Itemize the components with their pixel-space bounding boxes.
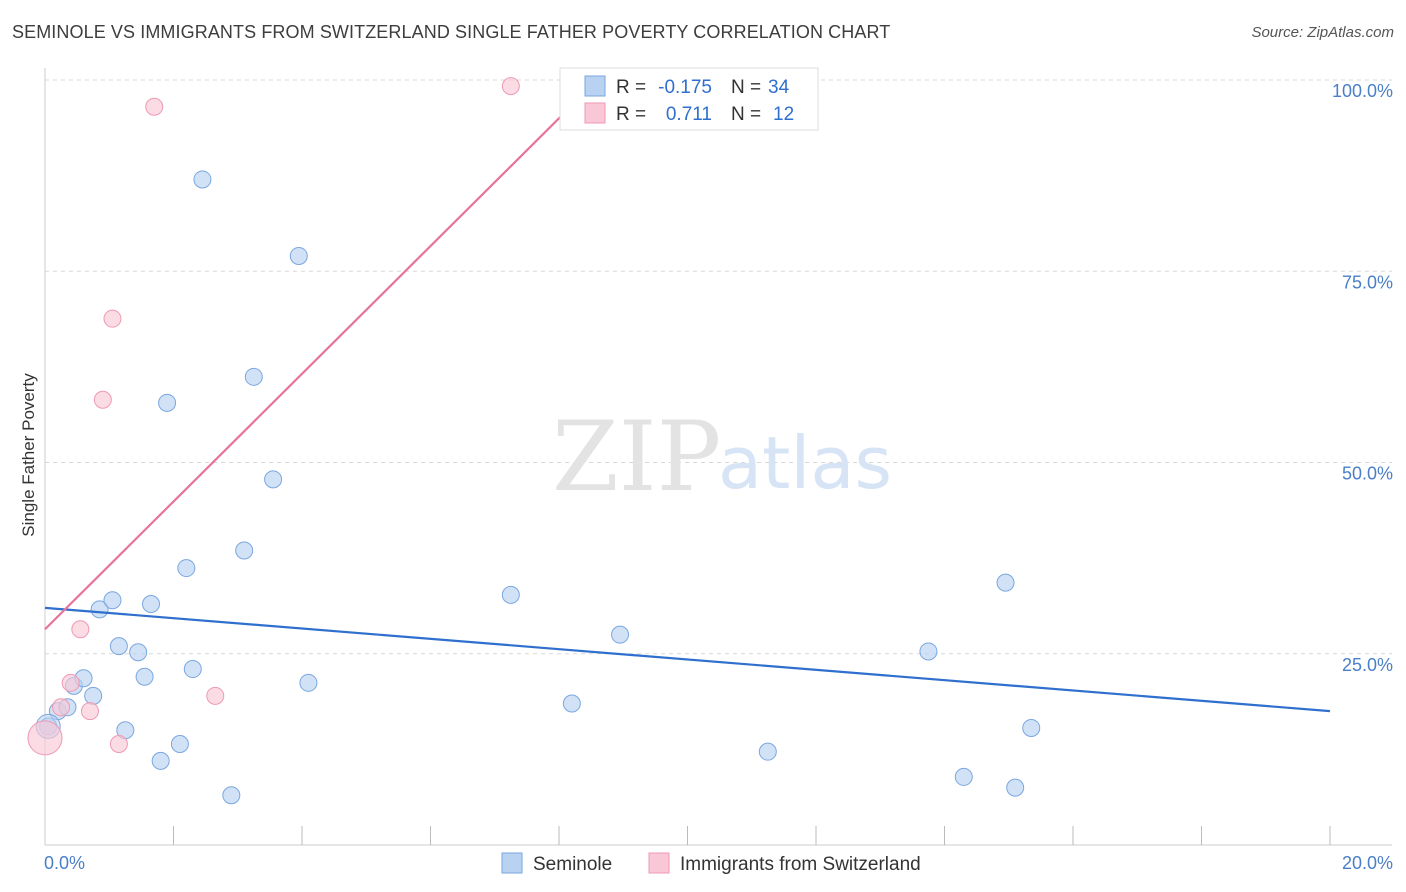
stats-n-value-1: 34 bbox=[768, 77, 790, 98]
stats-r-label-2: R = bbox=[616, 104, 646, 125]
stats-n-value-2: 12 bbox=[773, 104, 794, 125]
seminole-point bbox=[103, 591, 122, 610]
seminole-point bbox=[919, 642, 938, 661]
seminole-point bbox=[170, 735, 189, 754]
x-tick-label: 20.0% bbox=[1342, 853, 1393, 873]
seminole-point bbox=[158, 393, 177, 412]
series-legend: Seminole Immigrants from Switzerland bbox=[501, 852, 921, 875]
stats-r-value-1: -0.175 bbox=[658, 77, 712, 98]
stats-swatch-pink bbox=[584, 102, 606, 124]
stats-r-value-2: 0.711 bbox=[666, 104, 712, 125]
seminole-point bbox=[1006, 778, 1025, 797]
seminole-point bbox=[1022, 718, 1041, 737]
switzerland-points bbox=[27, 77, 520, 756]
switzerland-point bbox=[27, 720, 63, 756]
watermark-zip: ZIP bbox=[552, 401, 721, 513]
seminole-point bbox=[135, 667, 154, 686]
x-tick-label: 0.0% bbox=[44, 853, 85, 873]
switzerland-point bbox=[71, 620, 90, 639]
axes bbox=[44, 68, 1392, 846]
seminole-point bbox=[289, 246, 308, 265]
seminole-trend-line bbox=[44, 606, 1331, 713]
seminole-point bbox=[264, 470, 283, 489]
seminole-point bbox=[193, 170, 212, 189]
seminole-point bbox=[244, 367, 263, 386]
legend-label-seminole: Seminole bbox=[533, 854, 612, 875]
y-tick-labels: 100.0% 75.0% 50.0% 25.0% bbox=[1332, 81, 1393, 675]
seminole-point bbox=[129, 643, 148, 662]
switzerland-point bbox=[206, 686, 225, 705]
seminole-point bbox=[109, 637, 128, 656]
seminole-point bbox=[142, 595, 161, 614]
seminole-point bbox=[562, 694, 581, 713]
seminole-point bbox=[183, 660, 202, 679]
y-tick-label: 75.0% bbox=[1342, 272, 1393, 292]
watermark: ZIP atlas bbox=[552, 401, 892, 513]
stats-swatch-blue bbox=[584, 75, 606, 97]
legend-label-switzerland: Immigrants from Switzerland bbox=[680, 854, 921, 875]
y-tick-label: 50.0% bbox=[1342, 464, 1393, 484]
seminole-point bbox=[235, 541, 254, 560]
x-tick-labels: 0.0% 20.0% bbox=[44, 853, 1393, 873]
stats-legend: R = -0.175 N = 34 R = 0.711 N = 12 bbox=[559, 67, 819, 131]
switzerland-point bbox=[103, 309, 122, 328]
seminole-point bbox=[611, 625, 630, 644]
watermark-atlas: atlas bbox=[718, 421, 892, 505]
switzerland-point bbox=[501, 77, 520, 96]
legend-swatch-seminole bbox=[501, 852, 523, 874]
switzerland-point bbox=[93, 390, 112, 409]
y-tick-label: 25.0% bbox=[1342, 655, 1393, 675]
seminole-point bbox=[758, 742, 777, 761]
stats-n-label-2: N = bbox=[731, 104, 761, 125]
seminole-point bbox=[501, 585, 520, 604]
switzerland-point bbox=[61, 673, 80, 692]
seminole-point bbox=[954, 767, 973, 786]
stats-n-label-1: N = bbox=[731, 77, 761, 98]
switzerland-point bbox=[52, 698, 71, 717]
chart-title: SEMINOLE VS IMMIGRANTS FROM SWITZERLAND … bbox=[12, 22, 891, 42]
y-tick-label: 100.0% bbox=[1332, 81, 1393, 101]
seminole-point bbox=[996, 573, 1015, 592]
stats-r-label-1: R = bbox=[616, 77, 646, 98]
seminole-point bbox=[151, 751, 170, 770]
trend-lines bbox=[44, 79, 1331, 713]
legend-swatch-switzerland bbox=[648, 852, 670, 874]
seminole-point bbox=[222, 786, 241, 805]
seminole-point bbox=[299, 673, 318, 692]
switzerland-point bbox=[145, 97, 164, 116]
y-axis-label: Single Father Poverty bbox=[19, 373, 38, 537]
seminole-point bbox=[84, 686, 103, 705]
switzerland-point bbox=[80, 702, 99, 721]
seminole-point bbox=[177, 559, 196, 578]
switzerland-point bbox=[109, 735, 128, 754]
gridlines bbox=[45, 79, 1392, 655]
source-label: Source: ZipAtlas.com bbox=[1251, 24, 1394, 41]
switzerland-trend-line bbox=[44, 79, 599, 631]
